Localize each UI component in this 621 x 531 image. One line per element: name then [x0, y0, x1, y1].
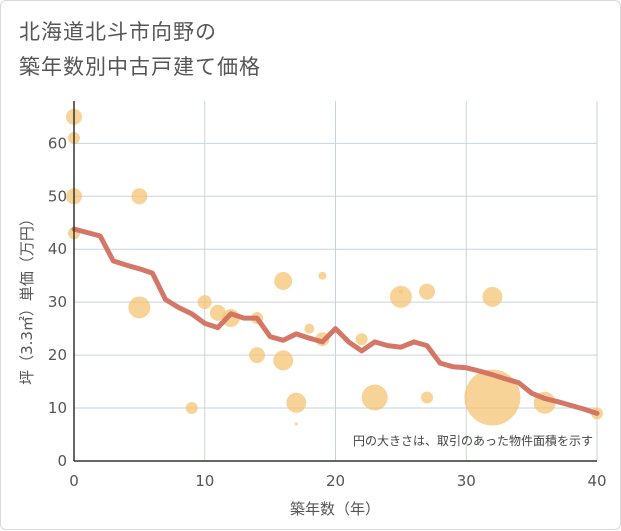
bubble-point-23: [419, 283, 436, 300]
bubble-point-21: [389, 285, 412, 308]
bubble-point-14: [286, 392, 307, 413]
y-tick-label-0: 0: [57, 452, 67, 470]
x-tick-label-30: 30: [457, 472, 476, 490]
x-tick-label-40: 40: [587, 472, 606, 490]
bubble-point-4: [131, 188, 148, 205]
bubble-point-25: [482, 286, 503, 307]
y-axis-title: 坪（3.3㎡）単価（万円）: [18, 211, 36, 385]
bubble-point-19: [355, 333, 368, 346]
y-tick-label-40: 40: [48, 240, 67, 258]
bubble-point-24: [421, 391, 434, 404]
chart-title-line-1: 北海道北斗市向野の: [19, 20, 217, 44]
y-tick-label-10: 10: [48, 399, 67, 417]
y-tick-label-20: 20: [48, 346, 67, 364]
size-annotation: 円の大きさは、取引のあった物件面積を示す: [353, 433, 593, 448]
y-tick-label-50: 50: [48, 187, 67, 205]
bubbles: [66, 108, 603, 426]
chart-title: 北海道北斗市向野の 築年数別中古戸建て価格: [19, 15, 261, 85]
bubble-point-7: [209, 304, 226, 321]
x-tick-label-20: 20: [326, 472, 345, 490]
bubble-point-13: [273, 350, 294, 371]
gridlines: [74, 101, 598, 461]
bubble-point-17: [318, 271, 327, 280]
trend-line: [71, 226, 600, 416]
bubble-point-12: [274, 272, 293, 290]
axes: 0 10 20 30 40 0 10 20 30 40 50 60: [48, 101, 607, 490]
x-axis-title: 築年数（年）: [290, 500, 380, 518]
bubble-point-16: [304, 323, 315, 334]
bubble-point-26: [464, 369, 521, 426]
bubble-point-20: [361, 384, 388, 411]
x-tick-label-0: 0: [69, 472, 79, 490]
x-tick-label-10: 10: [195, 472, 214, 490]
bubble-point-22: [398, 289, 403, 294]
chart-title-line-2: 築年数別中古戸建て価格: [19, 55, 261, 79]
bubble-point-6: [197, 295, 212, 310]
bubble-point-5: [128, 296, 151, 319]
y-tick-label-30: 30: [48, 293, 67, 311]
y-tick-label-60: 60: [48, 134, 67, 152]
trend-line-layer: [71, 226, 600, 416]
bubble-point-11: [249, 347, 266, 364]
bubble-point-9: [185, 402, 198, 415]
bubble-point-15: [294, 422, 298, 426]
